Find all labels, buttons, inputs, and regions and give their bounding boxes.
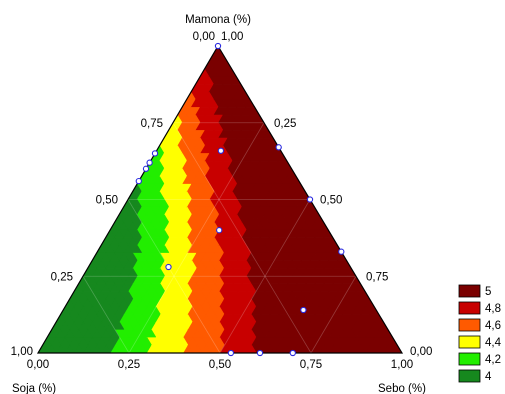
design-point	[217, 147, 225, 154]
tick-label: 0,75	[366, 271, 388, 283]
design-point	[289, 349, 296, 357]
tick-label: 0,00	[27, 359, 49, 371]
contour-cell	[310, 344, 321, 353]
legend-swatch	[458, 284, 481, 298]
contour-cell	[219, 344, 230, 353]
tick-label: 0,25	[274, 118, 296, 130]
contour-cell	[374, 344, 385, 353]
design-point	[338, 248, 345, 255]
legend-swatch	[458, 352, 481, 366]
contour-cell	[110, 344, 121, 353]
grid-line	[127, 199, 221, 353]
contour-cell	[201, 344, 212, 353]
grid-line	[310, 276, 357, 353]
legend-label: 4,6	[485, 320, 501, 332]
design-point	[165, 263, 172, 271]
tick-label: 0,75	[300, 359, 322, 371]
legend-swatch	[458, 335, 481, 349]
design-point	[142, 165, 150, 172]
design-point	[306, 196, 314, 203]
contour-cell	[365, 344, 376, 353]
contour-cell	[128, 344, 139, 353]
grid-line	[219, 199, 311, 353]
contour-cell	[183, 344, 194, 353]
design-point	[135, 177, 142, 185]
axis-title-left: Soja (%)	[12, 383, 56, 394]
legend: 5 4,8 4,6 4,4 4,2 4	[458, 284, 502, 383]
design-point	[146, 159, 153, 166]
axis-title-top: Mamona (%)	[185, 14, 251, 26]
contour-cell	[137, 344, 148, 353]
contour-cell	[346, 344, 358, 353]
legend-label: 4,4	[485, 337, 502, 349]
grid-line	[128, 122, 265, 353]
contour-cell	[383, 344, 394, 353]
contour-cell	[46, 344, 57, 353]
design-point	[300, 306, 307, 314]
tick-label: 0,50	[320, 195, 342, 207]
contour-cell	[82, 344, 94, 353]
contour-cell	[164, 344, 176, 353]
design-point	[216, 227, 223, 234]
tick-label: 0,50	[96, 195, 118, 207]
grid-line	[82, 276, 130, 353]
contour-cell	[301, 344, 312, 353]
design-points	[135, 42, 345, 357]
contour-cell	[192, 344, 203, 353]
legend-swatch	[458, 369, 481, 383]
tick-label: 0,00	[193, 31, 215, 43]
contour-cell	[101, 344, 112, 353]
design-point	[214, 42, 222, 50]
legend-label: 4,8	[485, 303, 501, 315]
design-point	[256, 349, 264, 357]
contour-surface	[38, 46, 402, 353]
legend-label: 5	[485, 286, 491, 298]
contour-cell	[264, 344, 276, 353]
contour-cell	[92, 344, 103, 353]
contour-cell	[355, 344, 367, 353]
contour-cell	[274, 344, 285, 353]
contour-cell	[146, 344, 157, 353]
contour-cell	[210, 344, 221, 353]
tick-label: 0,00	[410, 346, 432, 358]
tick-label: 0,25	[51, 271, 73, 283]
contour-cell	[328, 344, 339, 353]
legend-swatch	[458, 301, 481, 315]
tick-label: 1,00	[391, 359, 413, 371]
contour-cell	[237, 344, 248, 353]
tick-label: 0,50	[209, 359, 231, 371]
legend-label: 4,2	[485, 354, 501, 366]
tick-label: 1,00	[221, 31, 243, 43]
contour-cell	[73, 344, 85, 353]
tick-label: 0,75	[141, 118, 163, 130]
tick-label: 1,00	[11, 346, 33, 358]
design-point	[151, 150, 159, 157]
contour-cell	[173, 344, 185, 353]
contour-cell	[337, 344, 348, 353]
grid-line	[172, 122, 312, 353]
design-point	[227, 349, 235, 357]
tick-label: 0,25	[118, 359, 140, 371]
contour-cell	[55, 344, 66, 353]
contour-cell	[119, 344, 130, 353]
contour-cell	[319, 344, 330, 353]
contour-cell	[155, 344, 166, 353]
legend-swatch	[458, 318, 481, 332]
design-point	[275, 144, 282, 151]
axis-title-right: Sebo (%)	[378, 383, 426, 394]
contour-cell	[246, 344, 257, 353]
legend-label: 4	[485, 371, 492, 383]
axis-ticks: 0,250,500,751,000,000,250,500,751,000,00…	[11, 31, 433, 371]
contour-cell	[64, 344, 75, 353]
